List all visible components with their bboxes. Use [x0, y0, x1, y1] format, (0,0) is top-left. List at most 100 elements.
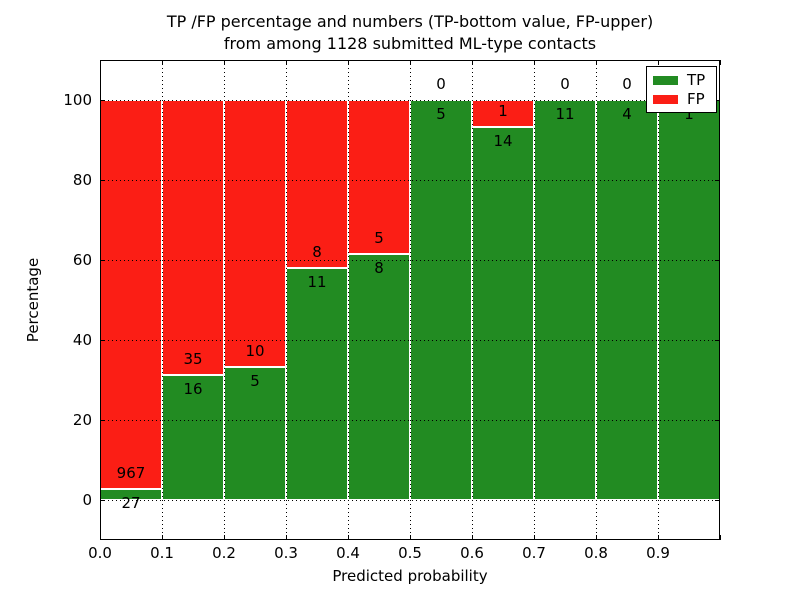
x-tick-bottom — [162, 535, 163, 540]
x-tick-label-0.8: 0.8 — [584, 544, 608, 562]
fp-count-label-bin7: 0 — [560, 75, 570, 93]
chart-title: TP /FP percentage and numbers (TP-bottom… — [100, 11, 720, 55]
gridline-x8 — [596, 60, 597, 540]
y-tick-left — [100, 420, 105, 421]
x-tick-label-0.5: 0.5 — [398, 544, 422, 562]
tp-swatch-icon — [653, 75, 678, 85]
x-tick-bottom — [348, 535, 349, 540]
x-tick-label-0.7: 0.7 — [522, 544, 546, 562]
bar-fp-bin4 — [348, 100, 410, 254]
gridline-x6 — [472, 60, 473, 540]
y-tick-right — [715, 180, 720, 181]
x-tick-bottom — [472, 535, 473, 540]
chart-title-line1: TP /FP percentage and numbers (TP-bottom… — [166, 12, 654, 31]
gridline-x1 — [162, 60, 163, 540]
chart-title-line2: from among 1128 submitted ML-type contac… — [223, 34, 597, 53]
y-tick-label-60: 60 — [72, 251, 92, 269]
x-tick-bottom — [410, 535, 411, 540]
y-tick-left — [100, 100, 105, 101]
x-tick-top — [410, 60, 411, 65]
x-tick-bottom — [658, 535, 659, 540]
x-tick-top — [534, 60, 535, 65]
x-tick-bottom — [224, 535, 225, 540]
y-tick-label-20: 20 — [72, 411, 92, 429]
tp-count-label-bin3: 11 — [307, 273, 327, 292]
x-tick-top — [162, 60, 163, 65]
bar-fp-bin3 — [286, 100, 348, 269]
fp-count-label-bin1: 35 — [183, 349, 203, 368]
tp-count-label-bin5: 5 — [436, 105, 446, 123]
bar-fp-bin2 — [224, 100, 286, 367]
legend-label-fp: FP — [687, 89, 705, 108]
tp-count-label-bin6: 14 — [493, 131, 513, 150]
tp-count-label-bin8: 4 — [622, 105, 632, 123]
x-tick-bottom — [100, 535, 101, 540]
x-tick-label-0.6: 0.6 — [460, 544, 484, 562]
y-tick-right — [715, 340, 720, 341]
x-tick-bottom — [534, 535, 535, 540]
bar-fp-bin0 — [100, 100, 162, 490]
bar-tp-bin9 — [658, 100, 720, 500]
fp-count-label-bin5: 0 — [436, 75, 446, 93]
bar-tp-bin5 — [410, 100, 472, 500]
gridline-x2 — [224, 60, 225, 540]
y-tick-right — [715, 420, 720, 421]
bar-tp-bin7 — [534, 100, 596, 500]
tp-count-label-bin9: 1 — [684, 105, 694, 123]
y-tick-right — [715, 100, 720, 101]
x-tick-bottom — [720, 535, 721, 540]
y-axis-label: Percentage — [24, 257, 42, 343]
bar-tp-bin8 — [596, 100, 658, 500]
bar-tp-bin4 — [348, 253, 410, 500]
gridline-x4 — [348, 60, 349, 540]
fp-count-label-bin2: 10 — [245, 341, 265, 360]
x-tick-bottom — [596, 535, 597, 540]
x-tick-top — [658, 60, 659, 65]
x-tick-label-0.2: 0.2 — [212, 544, 236, 562]
tp-count-label-bin7: 11 — [555, 105, 575, 123]
fp-count-label-bin4: 5 — [374, 228, 384, 247]
x-tick-bottom — [286, 535, 287, 540]
fp-count-label-bin3: 8 — [312, 243, 322, 262]
x-tick-top — [286, 60, 287, 65]
x-tick-label-0.3: 0.3 — [274, 544, 298, 562]
bar-tp-bin3 — [286, 268, 348, 500]
tp-count-label-bin4: 8 — [374, 258, 384, 277]
gridline-x7 — [534, 60, 535, 540]
y-tick-label-40: 40 — [72, 331, 92, 349]
fp-count-label-bin6: 1 — [498, 101, 508, 120]
x-axis-label: Predicted probability — [332, 567, 488, 585]
legend-entry-tp: TP — [653, 70, 710, 89]
y-tick-label-80: 80 — [72, 171, 92, 189]
legend-label-tp: TP — [687, 70, 706, 89]
y-tick-left — [100, 340, 105, 341]
bar-fp-bin1 — [162, 100, 224, 375]
x-tick-top — [348, 60, 349, 65]
x-tick-top — [224, 60, 225, 65]
gridline-x3 — [286, 60, 287, 540]
fp-swatch-icon — [653, 94, 678, 104]
y-tick-label-100: 100 — [63, 91, 92, 109]
gridline-x9 — [658, 60, 659, 540]
gridline-x5 — [410, 60, 411, 540]
fp-count-label-bin8: 0 — [622, 75, 632, 93]
x-tick-label-0.1: 0.1 — [150, 544, 174, 562]
x-tick-top — [100, 60, 101, 65]
x-tick-label-0.0: 0.0 — [88, 544, 112, 562]
y-tick-left — [100, 180, 105, 181]
x-tick-label-0.4: 0.4 — [336, 544, 360, 562]
x-tick-top — [596, 60, 597, 65]
bar-tp-bin2 — [224, 366, 286, 500]
x-tick-label-0.9: 0.9 — [646, 544, 670, 562]
y-tick-label-0: 0 — [82, 491, 92, 509]
y-tick-right — [715, 260, 720, 261]
tp-count-label-bin2: 5 — [250, 371, 260, 390]
x-tick-top — [472, 60, 473, 65]
legend-entry-fp: FP — [653, 89, 710, 108]
legend: TP FP — [646, 66, 717, 113]
tp-count-label-bin1: 16 — [183, 379, 203, 398]
bar-tp-bin6 — [472, 126, 534, 500]
tp-count-label-bin0: 27 — [121, 494, 141, 513]
y-tick-left — [100, 260, 105, 261]
